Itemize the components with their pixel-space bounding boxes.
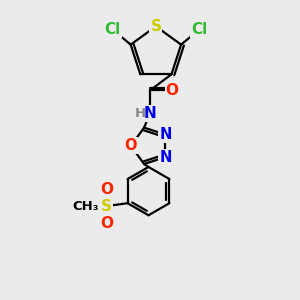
Text: O: O: [124, 138, 137, 153]
Text: CH₃: CH₃: [73, 200, 99, 213]
Text: N: N: [159, 127, 172, 142]
Text: N: N: [144, 106, 156, 121]
Text: O: O: [166, 83, 178, 98]
Text: O: O: [100, 216, 113, 231]
Text: Cl: Cl: [104, 22, 121, 37]
Text: O: O: [100, 182, 113, 196]
Text: S: S: [101, 199, 112, 214]
Text: N: N: [159, 150, 172, 165]
Text: H: H: [135, 107, 146, 120]
Text: S: S: [150, 19, 161, 34]
Text: Cl: Cl: [191, 22, 208, 37]
